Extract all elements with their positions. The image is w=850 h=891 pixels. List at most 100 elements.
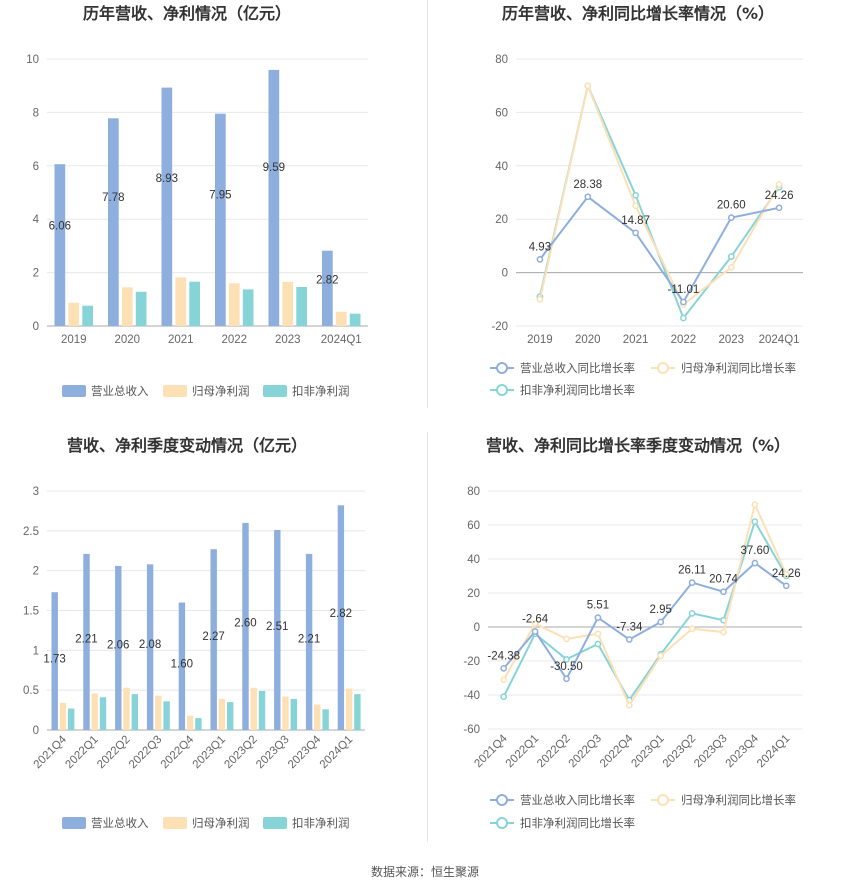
- y-tick-label: 40: [467, 554, 480, 566]
- x-tick-label: 2023Q3: [692, 733, 729, 770]
- bar: [227, 702, 234, 730]
- quarterly-growth-chart: 营收、净利同比增长率季度变动情况（%） -60 -40 -20 0 20 40 60 80 202…: [463, 436, 802, 830]
- legend-label: 扣非净利润同比增长率: [520, 816, 635, 830]
- bar: [68, 302, 80, 326]
- bar: [68, 708, 75, 730]
- y-tick-label: -40: [463, 690, 480, 702]
- data-point: [594, 630, 602, 638]
- legend-label: 营业总收入同比增长率: [520, 361, 635, 375]
- bar: [322, 250, 333, 326]
- bar: [322, 709, 329, 730]
- data-point: [720, 628, 727, 636]
- y-tick-label: 2: [33, 268, 39, 280]
- legend-item: 扣非净利润同比增长率: [490, 383, 635, 397]
- data-point: [727, 263, 735, 271]
- y-tick-label: 1: [33, 645, 39, 657]
- series-line: [502, 501, 788, 708]
- data-point: [688, 610, 696, 617]
- y-tick-label: 0: [33, 725, 39, 737]
- bar: [59, 702, 67, 730]
- bar: [83, 553, 90, 730]
- data-label: 8.93: [156, 173, 178, 185]
- data-label: 4.93: [529, 241, 551, 253]
- data-label: 26.11: [678, 565, 706, 577]
- data-label: 2.27: [202, 631, 224, 643]
- bar: [242, 289, 254, 326]
- data-point: [775, 181, 783, 188]
- bar: [250, 687, 257, 730]
- data-point: [536, 295, 544, 303]
- y-tick-label: 1.5: [23, 606, 39, 618]
- series-line: [502, 561, 787, 681]
- legend-label: 归母净利润同比增长率: [681, 361, 796, 375]
- data-label: -7.34: [616, 621, 643, 633]
- bar: [115, 565, 122, 730]
- data-point: [563, 675, 570, 683]
- x-tick-label: 2021: [623, 334, 649, 346]
- x-tick-label: 2023Q1: [629, 733, 666, 770]
- x-tick-label: 2022Q3: [567, 733, 604, 770]
- data-point: [584, 193, 592, 201]
- y-tick-label: 0.5: [23, 685, 39, 697]
- y-tick-label: 10: [26, 54, 39, 66]
- legend-item: 营业总收入: [62, 384, 149, 398]
- annual-amount-chart: 历年营收、净利情况（亿元） 0 2 4 6 8 10 2019 2020 2021 2022 2023…: [26, 4, 368, 398]
- data-label: 2.21: [75, 633, 97, 645]
- legend-item: 归母净利润同比增长率: [651, 361, 796, 375]
- annual-growth-panel: 历年营收、净利同比增长率情况（%） -20 0 20 40 60 80 2019 2020 202…: [428, 0, 850, 420]
- legend-item: 归母净利润: [163, 384, 250, 398]
- x-tick-label: 2021: [168, 334, 194, 346]
- bar: [228, 283, 240, 326]
- x-tick-label: 2024Q1: [318, 734, 355, 771]
- data-point: [531, 628, 539, 635]
- data-point: [632, 191, 639, 199]
- x-tick-label: 2023Q2: [661, 733, 698, 770]
- x-tick-label: 2023Q1: [191, 734, 228, 771]
- legend-swatch: [263, 385, 287, 397]
- x-tick-label: 2019: [527, 334, 553, 346]
- bar: [146, 564, 154, 730]
- y-tick-label: -20: [491, 321, 508, 333]
- legend-label: 归母净利润: [192, 816, 250, 830]
- bar: [161, 87, 173, 326]
- legend-marker: [657, 794, 669, 806]
- bar: [91, 693, 98, 730]
- bar: [82, 305, 93, 326]
- data-label: 2.06: [107, 640, 129, 652]
- series-line: [538, 82, 780, 307]
- data-point: [594, 640, 602, 648]
- bar: [296, 287, 307, 326]
- bar: [337, 505, 345, 730]
- chart-title: 历年营收、净利情况（亿元）: [83, 4, 291, 23]
- bar: [210, 549, 217, 730]
- y-tick-label: 8: [33, 107, 39, 119]
- bar: [54, 164, 66, 326]
- legend-item: 营业总收入同比增长率: [490, 361, 635, 375]
- data-label: 20.60: [717, 200, 746, 212]
- y-tick-label: 6: [33, 161, 39, 173]
- data-point: [632, 229, 639, 237]
- bar: [108, 118, 119, 326]
- y-tick-label: 3: [33, 486, 39, 498]
- x-tick-label: 2022Q2: [95, 734, 132, 771]
- bar: [99, 697, 107, 730]
- data-label: 7.95: [209, 189, 231, 201]
- x-tick-label: 2022Q2: [535, 733, 572, 770]
- x-tick-label: 2022Q1: [63, 734, 100, 771]
- quarterly-amount-panel: 营收、净利季度变动情况（亿元） 0 0.5 1 1.5 2 2.5 3 2021Q4 2022Q1…: [0, 428, 425, 858]
- y-tick-label: 2.5: [23, 526, 39, 538]
- data-point: [751, 518, 759, 525]
- legend-marker: [496, 362, 508, 374]
- bar: [268, 69, 280, 327]
- bar: [131, 694, 138, 730]
- data-label: 1.60: [171, 659, 193, 671]
- data-label: 2.82: [316, 274, 338, 286]
- x-tick-label: 2020: [114, 334, 140, 346]
- data-label: 14.87: [621, 215, 650, 227]
- data-label: 2.51: [266, 621, 288, 633]
- y-tick-label: 20: [467, 588, 480, 600]
- legend-swatch: [263, 817, 287, 829]
- bar: [282, 696, 289, 730]
- bar: [335, 311, 347, 326]
- data-point: [751, 501, 759, 508]
